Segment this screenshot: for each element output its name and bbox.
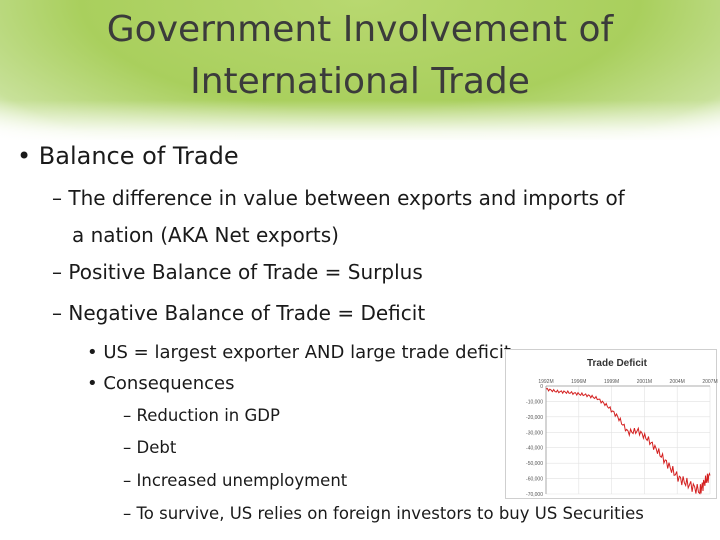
trade-deficit-chart: Trade Deficit 0 -10,000 -20,000 -30,000 -40,0… bbox=[505, 349, 718, 499]
slide-title: Government Involvement of International … bbox=[40, 4, 680, 108]
chart-series-line bbox=[545, 387, 711, 495]
trade-deficit-chart-svg: Trade Deficit 0 -10,000 -20,000 -30,000 -40,0… bbox=[526, 358, 718, 498]
chart-y-tick-label: -70,000 bbox=[526, 492, 543, 498]
chart-y-tick-label: -40,000 bbox=[526, 446, 543, 452]
chart-x-tick-label: 2001M bbox=[637, 379, 652, 385]
chart-x-tick-label: 1996M bbox=[571, 379, 586, 385]
chart-x-tick-label: 2004M bbox=[670, 379, 685, 385]
item-debt: – Debt bbox=[123, 438, 177, 457]
bullet-consequences: • Consequences bbox=[87, 373, 235, 394]
sub-bullet-definition-line-1: – The difference in value between export… bbox=[52, 186, 625, 210]
slide-title-line-1: Government Involvement of bbox=[106, 9, 614, 50]
item-reduction-in-gdp: – Reduction in GDP bbox=[123, 406, 280, 425]
slide-title-line-2: International Trade bbox=[190, 61, 530, 102]
chart-y-tick-label: -10,000 bbox=[526, 399, 543, 405]
chart-y-tick-label: 0 bbox=[540, 384, 543, 390]
item-foreign-investors: – To survive, US relies on foreign inves… bbox=[123, 504, 644, 523]
chart-title: Trade Deficit bbox=[587, 358, 648, 369]
chart-x-tick-label: 1992M bbox=[538, 379, 553, 385]
sub-bullet-definition-line-2: a nation (AKA Net exports) bbox=[72, 223, 339, 247]
chart-x-tick-label: 1999M bbox=[604, 379, 619, 385]
bullet-us-largest-exporter: • US = largest exporter AND large trade … bbox=[87, 342, 511, 363]
title-banner-fade bbox=[0, 100, 720, 142]
item-increased-unemployment: – Increased unemployment bbox=[123, 471, 348, 490]
chart-x-tick-label: 2007M bbox=[702, 379, 717, 385]
bullet-balance-of-trade: • Balance of Trade bbox=[17, 142, 239, 170]
chart-y-tick-label: -50,000 bbox=[526, 461, 543, 467]
sub-bullet-surplus: – Positive Balance of Trade = Surplus bbox=[52, 260, 423, 284]
chart-y-tick-label: -30,000 bbox=[526, 430, 543, 436]
chart-y-tick-label: -60,000 bbox=[526, 477, 543, 483]
sub-bullet-deficit: – Negative Balance of Trade = Deficit bbox=[52, 301, 426, 325]
chart-y-tick-label: -20,000 bbox=[526, 415, 543, 421]
